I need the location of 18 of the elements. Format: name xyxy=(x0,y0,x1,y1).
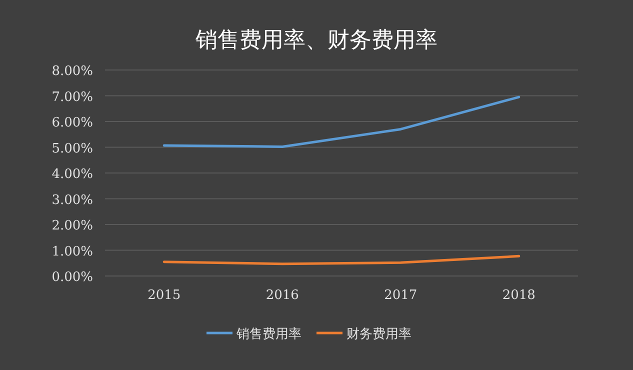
legend-label: 财务费用率 xyxy=(346,326,412,342)
y-tick-label: 4.00% xyxy=(52,167,93,182)
x-tick-label: 2015 xyxy=(148,288,181,303)
x-tick-label: 2018 xyxy=(502,288,536,303)
y-tick-label: 0.00% xyxy=(52,270,93,285)
legend-label: 销售费用率 xyxy=(236,326,302,342)
y-tick-label: 8.00% xyxy=(52,64,93,79)
line-series xyxy=(162,96,520,148)
chart-title: 销售费用率、财务费用率 xyxy=(194,28,438,53)
y-tick-label: 7.00% xyxy=(52,90,93,105)
y-tick-label: 2.00% xyxy=(52,218,93,234)
y-tick-label: 1.00% xyxy=(52,244,93,260)
x-tick-label: 2017 xyxy=(384,288,418,303)
line-series xyxy=(162,254,520,266)
y-tick-label: 3.00% xyxy=(52,192,93,208)
y-tick-label: 5.00% xyxy=(52,141,93,156)
y-tick-label: 6.00% xyxy=(52,116,93,130)
x-tick-label: 2016 xyxy=(266,288,299,303)
